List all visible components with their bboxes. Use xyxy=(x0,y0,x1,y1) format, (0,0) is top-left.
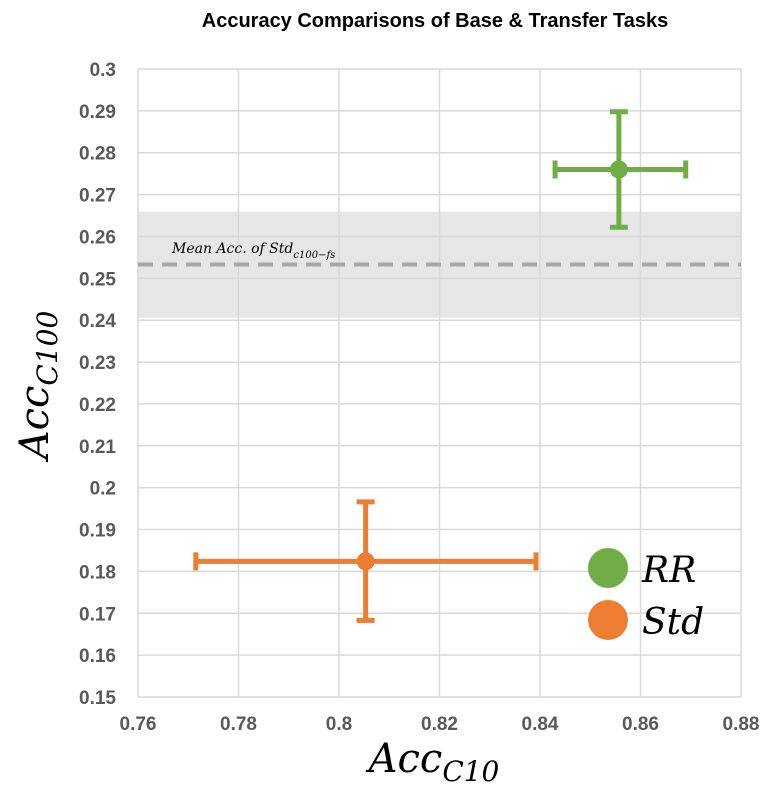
series-std xyxy=(193,499,539,623)
y-tick-label: 0.28 xyxy=(79,144,116,165)
mean-annotation-sub: c100−fs xyxy=(293,250,335,261)
x-axis-label-sub: C10 xyxy=(442,755,499,788)
y-tick-label: 0.26 xyxy=(79,227,116,248)
legend-marker-rr xyxy=(588,548,628,588)
x-tick-label: 0.86 xyxy=(622,714,659,735)
x-tick-label: 0.82 xyxy=(421,714,458,735)
tick-labels: 0.76 0.78 0.8 0.82 0.84 0.86 0.88 0.3 0.29 0.28 0.… xyxy=(79,60,759,735)
y-tick-label: 0.29 xyxy=(79,102,116,123)
mean-annotation: Mean Acc. of Stdc100−fs xyxy=(171,241,335,261)
y-tick-label: 0.21 xyxy=(79,437,116,458)
rr-point xyxy=(609,160,628,179)
std-point xyxy=(356,552,375,571)
y-tick-label: 0.27 xyxy=(79,186,116,207)
y-tick-label: 0.23 xyxy=(79,353,116,374)
y-tick-label: 0.18 xyxy=(79,562,116,583)
series-layer xyxy=(193,109,689,623)
y-axis-label: AccC100 xyxy=(12,311,64,464)
grid xyxy=(137,68,742,698)
x-tick-label: 0.88 xyxy=(723,714,760,735)
chart-title: Accuracy Comparisons of Base & Transfer … xyxy=(202,10,668,32)
y-tick-label: 0.22 xyxy=(79,395,116,416)
legend: RR Std xyxy=(588,548,704,643)
legend-marker-std xyxy=(588,600,628,640)
y-tick-label: 0.24 xyxy=(79,311,116,332)
y-tick-label: 0.15 xyxy=(79,688,116,709)
x-tick-label: 0.8 xyxy=(326,714,352,735)
x-axis-label: AccC10 xyxy=(365,736,500,788)
y-axis-label-sub: C100 xyxy=(31,311,64,386)
x-tick-label: 0.84 xyxy=(522,714,559,735)
y-tick-label: 0.2 xyxy=(90,479,116,500)
x-tick-label: 0.76 xyxy=(120,714,157,735)
y-tick-label: 0.25 xyxy=(79,269,116,290)
y-tick-label: 0.17 xyxy=(79,604,116,625)
legend-label-std: Std xyxy=(642,602,704,643)
y-tick-label: 0.3 xyxy=(90,60,116,81)
y-tick-label: 0.16 xyxy=(79,646,116,667)
x-tick-label: 0.78 xyxy=(220,714,257,735)
y-tick-label: 0.19 xyxy=(79,521,116,542)
series-rr xyxy=(552,109,689,230)
legend-label-rr: RR xyxy=(641,550,696,591)
